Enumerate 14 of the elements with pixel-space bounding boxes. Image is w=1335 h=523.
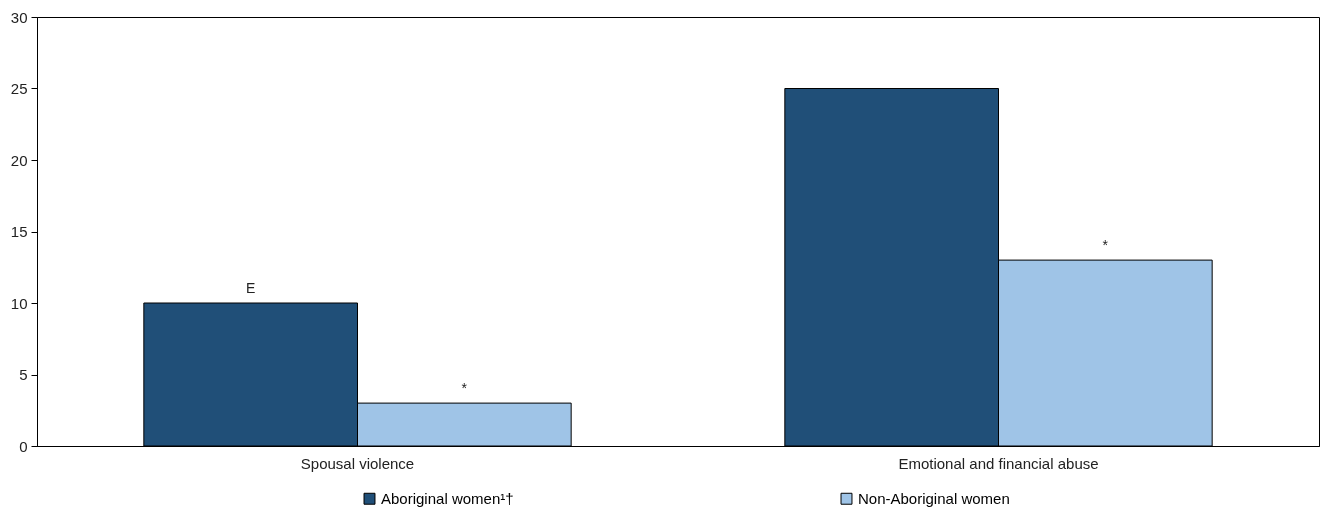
legend-label: Aboriginal women¹† — [381, 489, 514, 507]
data-label: * — [461, 380, 468, 397]
legend-label: Non-Aboriginal women — [858, 489, 1010, 507]
y-tick-label: 5 — [19, 366, 28, 383]
y-tick-label: 25 — [10, 80, 28, 97]
y-tick-label: 20 — [10, 151, 28, 169]
x-tick-label: Emotional and financial abuse — [898, 454, 1099, 472]
x-tick-label: Spousal violence — [300, 454, 415, 472]
y-tick-label: 10 — [10, 294, 28, 312]
data-label: * — [1102, 237, 1109, 254]
y-tick-label: 15 — [10, 223, 28, 240]
data-label: E — [245, 280, 256, 296]
y-tick-label: 30 — [10, 8, 28, 26]
y-tick-label: 0 — [19, 437, 28, 455]
